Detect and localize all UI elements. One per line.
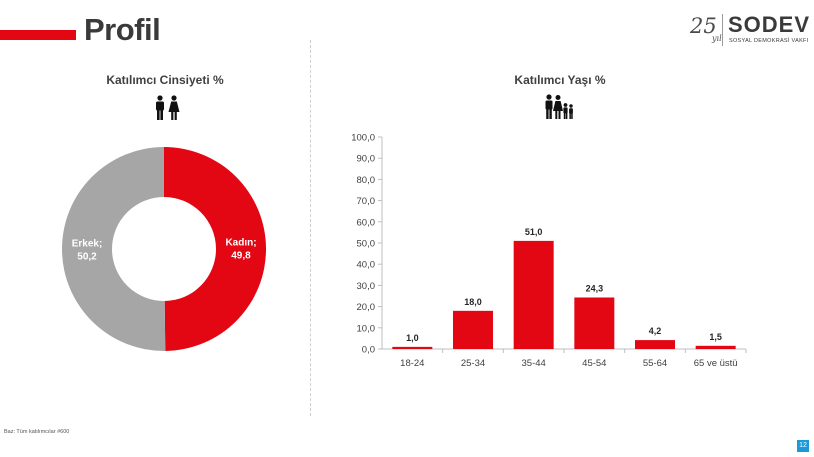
title-accent-bar: [0, 30, 76, 40]
bar-value-label: 1,5: [709, 332, 722, 342]
y-tick-label: 60,0: [357, 217, 376, 228]
donut-slice-kadın: [164, 147, 267, 351]
donut-slice-erkek: [62, 147, 166, 351]
age-chart-title: Katılımcı Yaşı %: [514, 73, 606, 87]
x-tick-label: 45-54: [582, 358, 606, 369]
donut-value-kadın: 49,8: [231, 251, 251, 262]
family-icon: [545, 94, 573, 119]
gender-donut-chart: Kadın; 49,8 Erkek; 50,2: [62, 147, 267, 351]
bar-35-44: [513, 240, 554, 349]
bar-value-label: 51,0: [525, 227, 543, 237]
logo-anniversary-number: 25: [690, 14, 717, 38]
y-tick-label: 50,0: [357, 239, 376, 250]
sodev-logo: 25 yıl SODEV SOSYAL DEMOKRASİ VAKFI: [690, 12, 811, 48]
logo-separator: [722, 14, 723, 46]
logo-anniversary-yil: yıl: [712, 34, 722, 43]
bar-25-34: [453, 310, 493, 349]
y-tick-label: 70,0: [357, 196, 376, 207]
y-tick-label: 90,0: [357, 154, 376, 165]
y-tick-label: 30,0: [357, 281, 376, 292]
man-woman-icon: [156, 95, 180, 120]
age-bar-chart: 0,0 10,0 20,0 30,0 40,0 50,0 60,0 70,0 80,0 90,0 1…: [351, 133, 747, 369]
y-tick-label: 40,0: [357, 260, 376, 271]
logo-subtitle: SOSYAL DEMOKRASİ VAKFI: [729, 38, 809, 44]
y-tick-label: 0,0: [362, 345, 375, 356]
x-tick-label: 25-34: [461, 358, 485, 369]
donut-label-kadın: Kadın;: [225, 238, 256, 249]
footnote: Baz: Tüm katılımcılar #600: [4, 429, 70, 435]
bar-18-24: [392, 346, 433, 349]
gender-chart-title: Katılımcı Cinsiyeti %: [106, 73, 224, 87]
bar-value-label: 1,0: [406, 333, 419, 343]
x-tick-label: 65 ve üstü: [694, 358, 738, 369]
x-tick-label: 55-64: [643, 358, 667, 369]
page-number-badge: 12: [797, 440, 809, 452]
y-tick-label: 10,0: [357, 323, 376, 334]
logo-name: SODEV: [728, 12, 811, 37]
y-tick-label: 80,0: [357, 175, 376, 186]
bar-45-54: [574, 297, 615, 349]
panel-divider: [310, 40, 311, 416]
donut-value-erkek: 50,2: [77, 251, 97, 262]
bar-value-label: 18,0: [464, 297, 482, 307]
bar-value-label: 4,2: [649, 326, 662, 336]
x-tick-label: 35-44: [522, 358, 546, 369]
bar-55-64: [635, 340, 675, 349]
bar-65 ve üstü: [695, 345, 736, 349]
y-tick-label: 20,0: [357, 302, 376, 313]
y-tick-label: 100,0: [351, 133, 375, 144]
page-title: Profil: [84, 12, 161, 47]
donut-label-erkek: Erkek;: [72, 238, 103, 249]
x-tick-label: 18-24: [400, 358, 424, 369]
bar-value-label: 24,3: [586, 283, 604, 293]
